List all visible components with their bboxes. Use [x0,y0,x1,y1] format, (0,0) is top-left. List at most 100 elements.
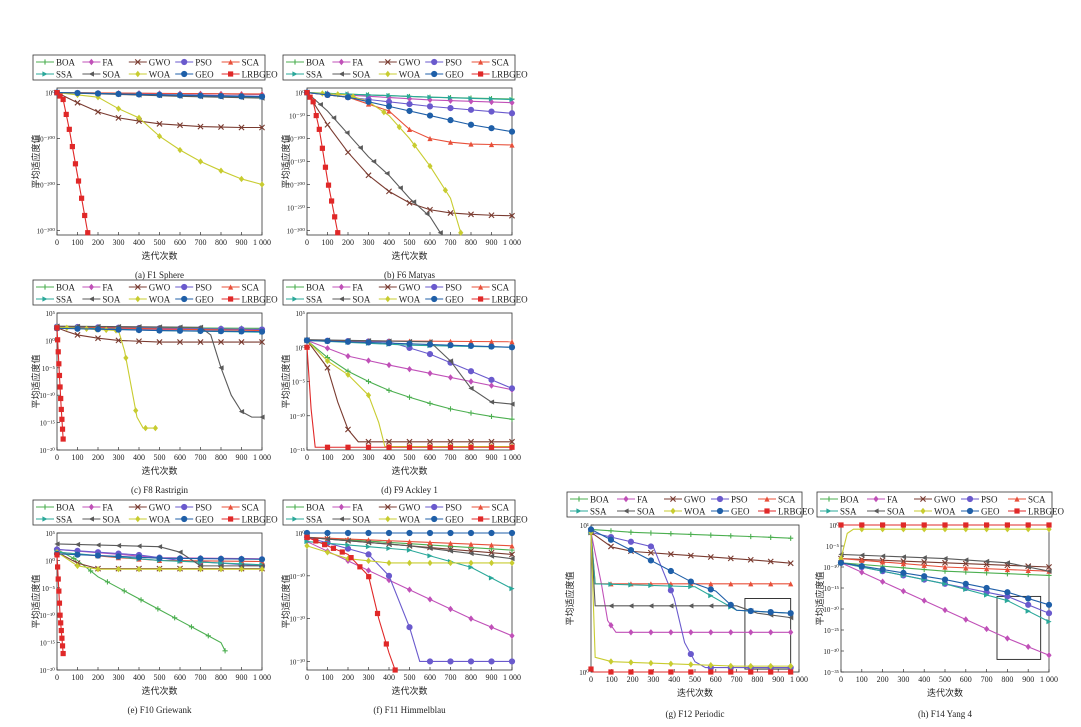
data-point-geo [962,580,969,587]
data-point-geo [900,569,907,576]
data-point-boa [121,588,127,594]
data-point-woa [447,559,454,567]
legend-marker-gwo [134,284,141,290]
data-point-woa [386,559,392,567]
legend-label-geo: GEO [731,507,750,517]
x-tick-label: 400 [383,238,395,247]
y-tick-label: 10⁻¹⁵ [290,447,306,455]
x-tick-label: 600 [174,673,186,682]
data-point-soa [177,549,183,555]
x-tick-label: 200 [342,453,354,462]
y-tick-label: 10⁰ [45,337,55,345]
x-tick-label: 700 [981,675,993,684]
chart-panel-1: BOA FA GWO PSO SCA SSA SOA WOA GEO LRBGEO 10⁰ 10⁻¹⁰… [30,54,278,280]
data-point-soa [880,553,886,559]
data-point-gwo [787,560,794,567]
data-point-woa [238,175,245,183]
data-point-boa [648,530,654,536]
data-point-geo [488,343,495,350]
data-point-geo [217,555,225,562]
legend-marker-woa [920,507,926,515]
x-tick-label: 700 [445,453,457,462]
legend-label-pso: PSO [445,503,462,513]
data-point-ssa [963,586,969,592]
legend-label-sca: SCA [492,283,510,293]
data-point-lrbgeo [56,588,62,594]
y-tick-label: 10⁻¹⁰⁰ [287,136,306,144]
data-point-woa [95,93,101,101]
y-tick-label: 10⁻¹⁰ [289,573,305,581]
data-point-lrbgeo [54,325,60,331]
legend-marker-soa [338,296,344,302]
legend-label-lrbgeo: LRBGEO [1028,507,1065,517]
legend-label-sca: SCA [492,58,510,68]
data-point-boa [608,528,614,534]
data-point-lrbgeo [66,126,72,132]
x-tick-label: 400 [133,453,145,462]
data-point-pso [1045,610,1053,617]
legend-label-soa: SOA [637,507,656,517]
data-point-ssa [628,582,634,588]
y-tick-label: 10⁻³⁰⁰ [37,227,56,235]
x-axis-label: 迭代次数 [141,685,177,696]
data-point-sca [509,142,515,148]
data-point-gwo [115,114,122,121]
data-point-lrbgeo [668,669,674,675]
data-point-lrbgeo [58,627,64,634]
legend-marker-pso [181,58,188,66]
data-point-lrbgeo [59,416,65,422]
data-point-soa [648,603,654,609]
legend-marker-woa [135,295,141,303]
y-tick-label: 10⁻²⁵⁰ [287,204,305,212]
data-point-boa [788,535,794,541]
data-point-lrbgeo [54,552,60,558]
data-point-pso [508,110,516,117]
data-point-woa [838,555,844,562]
data-point-woa [468,559,474,567]
series-line-woa [840,528,1049,559]
data-point-geo [94,90,102,97]
legend-label-soa: SOA [102,515,121,525]
legend-label-soa: SOA [887,507,906,517]
series-line-boa [590,528,791,539]
data-point-gwo [406,199,413,206]
data-point-fa [963,616,969,623]
legend-marker-woa [385,295,391,303]
data-point-woa [458,229,464,236]
x-tick-label: 500 [154,238,166,247]
data-point-woa [788,662,794,670]
x-axis-label: 迭代次数 [141,465,177,476]
data-point-fa [880,578,886,585]
data-point-sca [406,126,413,132]
data-point-lrbgeo [324,444,331,450]
data-point-boa [406,394,413,400]
data-point-lrbgeo [58,395,64,402]
data-point-lrbgeo [788,669,794,675]
panel-caption: (b) F6 Matyas [384,270,435,280]
x-tick-label: 0 [55,673,59,682]
data-point-geo [156,91,163,98]
data-point-gwo [468,438,474,445]
data-point-fa [728,629,734,636]
data-point-gwo [386,438,392,445]
data-point-gwo [447,209,454,216]
legend-marker-fa [338,283,344,291]
y-tick-label: 10⁰ [295,344,305,352]
data-point-lrbgeo [366,574,372,580]
series-line-pso [306,536,512,662]
data-point-lrbgeo [85,230,91,236]
x-axis-label: 迭代次数 [141,250,177,261]
data-point-geo [467,121,475,128]
data-point-boa [71,555,77,562]
legend-label-sca: SCA [242,283,260,293]
data-point-woa [859,526,865,533]
legend-label-sca: SCA [1028,495,1046,505]
data-point-geo [607,536,615,543]
x-tick-label: 200 [92,673,104,682]
x-tick-label: 700 [445,673,457,682]
legend-marker-geo [181,70,188,78]
data-point-sca [447,540,454,546]
x-tick-label: 600 [424,673,436,682]
data-point-boa [468,410,474,416]
legend-label-pso: PSO [445,58,462,68]
